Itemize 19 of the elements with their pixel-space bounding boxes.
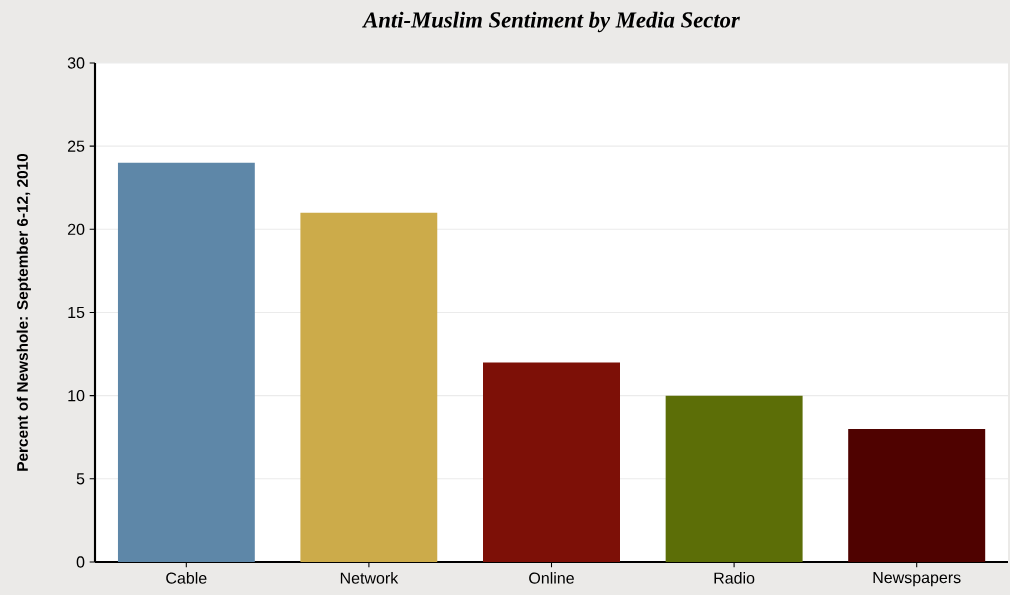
y-tick-label: 5	[76, 473, 85, 485]
y-tick-label: 25	[67, 140, 85, 152]
y-tick-label: 0	[76, 556, 85, 568]
y-axis-title: Percent of Newshole: September 6-12, 2010	[16, 153, 31, 471]
bar	[483, 362, 620, 562]
y-tick-label: 20	[67, 223, 85, 235]
chart-title: Anti-Muslim Sentiment by Media Sector	[362, 11, 740, 33]
x-tick-label: Cable	[166, 572, 207, 584]
bar	[117, 162, 255, 562]
x-tick-label: Radio	[714, 572, 755, 584]
bar	[300, 212, 438, 562]
y-tick-label: 30	[67, 57, 85, 69]
bar	[665, 395, 803, 562]
x-tick-label: Newspapers	[873, 572, 961, 587]
y-tick-label: 10	[68, 389, 85, 402]
bar	[848, 428, 986, 562]
x-tick-label: Online	[529, 572, 574, 584]
y-tick-label: 15	[68, 306, 85, 319]
x-tick-label: Network	[340, 572, 399, 584]
